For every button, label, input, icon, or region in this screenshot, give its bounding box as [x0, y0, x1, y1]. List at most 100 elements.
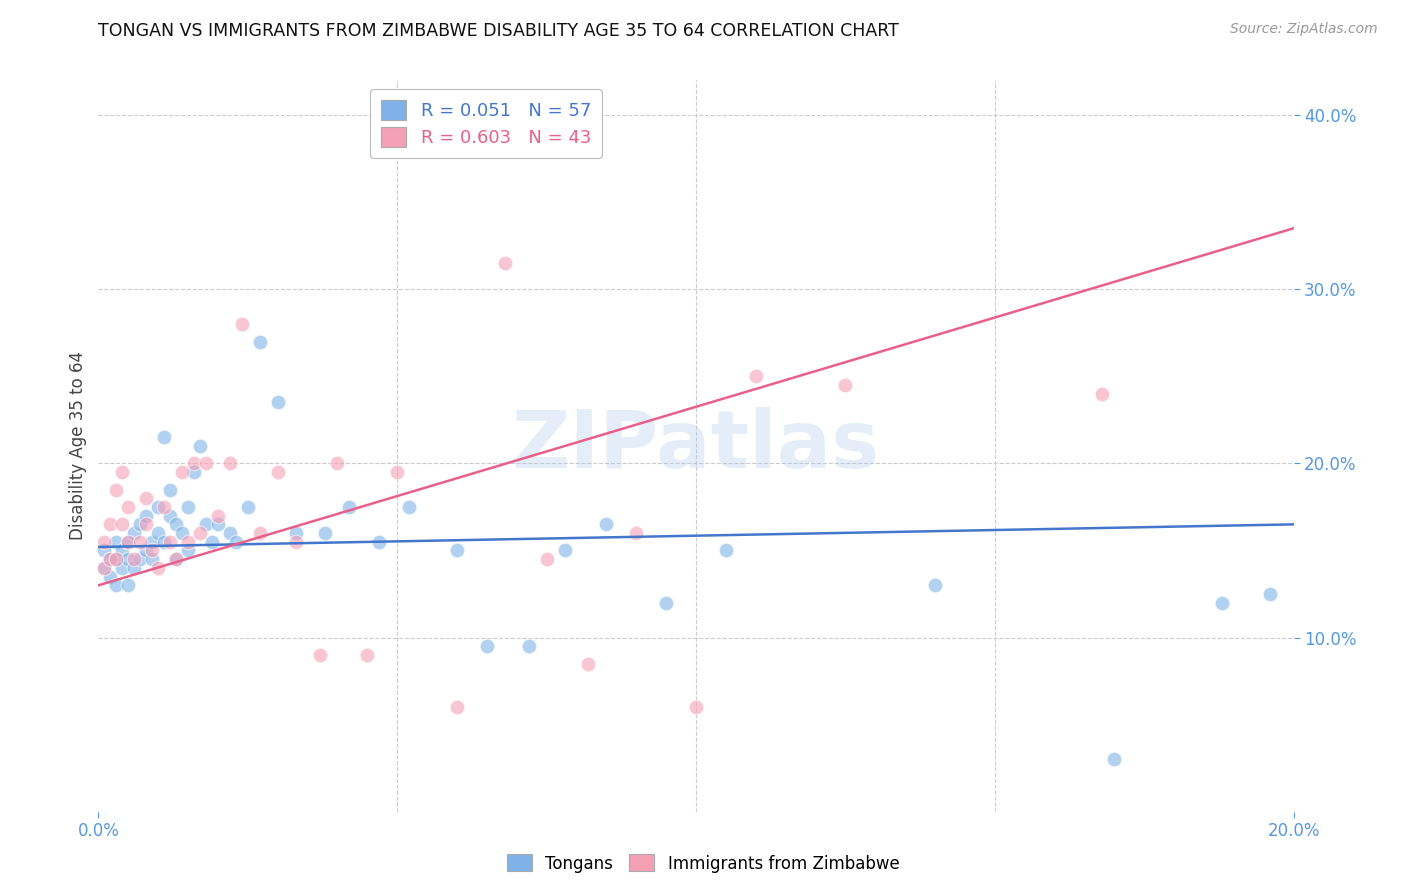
Point: [834, 378, 856, 392]
Legend: R = 0.051   N = 57, R = 0.603   N = 43: R = 0.051 N = 57, R = 0.603 N = 43: [370, 89, 602, 158]
Point: [159, 534, 181, 549]
Point: [626, 526, 648, 541]
Point: [105, 552, 128, 566]
Point: [249, 526, 271, 541]
Point: [117, 500, 139, 514]
Point: [135, 517, 157, 532]
Point: [207, 517, 229, 532]
Text: TONGAN VS IMMIGRANTS FROM ZIMBABWE DISABILITY AGE 35 TO 64 CORRELATION CHART: TONGAN VS IMMIGRANTS FROM ZIMBABWE DISAB…: [98, 22, 900, 40]
Point: [148, 526, 170, 541]
Point: [117, 534, 139, 549]
Point: [195, 457, 218, 471]
Point: [177, 534, 200, 549]
Point: [326, 457, 349, 471]
Point: [124, 552, 146, 566]
Point: [398, 500, 420, 514]
Point: [284, 526, 307, 541]
Point: [188, 526, 211, 541]
Point: [1104, 752, 1126, 766]
Point: [1258, 587, 1281, 601]
Point: [111, 543, 134, 558]
Point: [172, 526, 194, 541]
Point: [517, 640, 540, 654]
Point: [339, 500, 360, 514]
Point: [356, 648, 378, 662]
Point: [117, 552, 139, 566]
Point: [578, 657, 600, 671]
Y-axis label: Disability Age 35 to 64: Disability Age 35 to 64: [69, 351, 87, 541]
Point: [105, 483, 128, 497]
Point: [100, 552, 122, 566]
Point: [308, 648, 330, 662]
Point: [141, 543, 163, 558]
Point: [219, 457, 242, 471]
Point: [188, 439, 211, 453]
Point: [201, 534, 224, 549]
Point: [141, 552, 163, 566]
Point: [315, 526, 337, 541]
Point: [165, 517, 187, 532]
Point: [117, 534, 139, 549]
Point: [153, 500, 176, 514]
Point: [159, 508, 181, 523]
Point: [153, 534, 176, 549]
Point: [183, 465, 205, 479]
Point: [135, 543, 157, 558]
Point: [446, 700, 468, 714]
Point: [284, 534, 307, 549]
Point: [231, 317, 253, 331]
Text: Source: ZipAtlas.com: Source: ZipAtlas.com: [1230, 22, 1378, 37]
Point: [100, 552, 122, 566]
Point: [93, 561, 115, 575]
Point: [236, 500, 259, 514]
Point: [267, 395, 290, 409]
Point: [177, 500, 200, 514]
Point: [595, 517, 617, 532]
Point: [129, 517, 152, 532]
Point: [207, 508, 229, 523]
Point: [475, 640, 498, 654]
Point: [129, 552, 152, 566]
Point: [536, 552, 558, 566]
Point: [1091, 386, 1114, 401]
Point: [148, 500, 170, 514]
Point: [195, 517, 218, 532]
Point: [924, 578, 946, 592]
Point: [249, 334, 271, 349]
Point: [267, 465, 290, 479]
Point: [111, 561, 134, 575]
Point: [135, 491, 157, 506]
Point: [148, 561, 170, 575]
Point: [105, 578, 128, 592]
Point: [117, 578, 139, 592]
Point: [105, 552, 128, 566]
Point: [1211, 596, 1233, 610]
Point: [124, 561, 146, 575]
Point: [111, 465, 134, 479]
Point: [714, 543, 737, 558]
Point: [100, 569, 122, 583]
Point: [685, 700, 707, 714]
Point: [124, 526, 146, 541]
Point: [368, 534, 391, 549]
Point: [554, 543, 576, 558]
Point: [177, 543, 200, 558]
Point: [172, 465, 194, 479]
Point: [225, 534, 247, 549]
Point: [141, 534, 163, 549]
Point: [153, 430, 176, 444]
Point: [129, 534, 152, 549]
Point: [745, 369, 768, 384]
Legend: Tongans, Immigrants from Zimbabwe: Tongans, Immigrants from Zimbabwe: [501, 847, 905, 880]
Point: [159, 483, 181, 497]
Point: [111, 517, 134, 532]
Point: [183, 457, 205, 471]
Point: [93, 543, 115, 558]
Point: [446, 543, 468, 558]
Point: [385, 465, 409, 479]
Point: [105, 534, 128, 549]
Point: [165, 552, 187, 566]
Point: [93, 561, 115, 575]
Text: ZIPatlas: ZIPatlas: [512, 407, 880, 485]
Point: [655, 596, 678, 610]
